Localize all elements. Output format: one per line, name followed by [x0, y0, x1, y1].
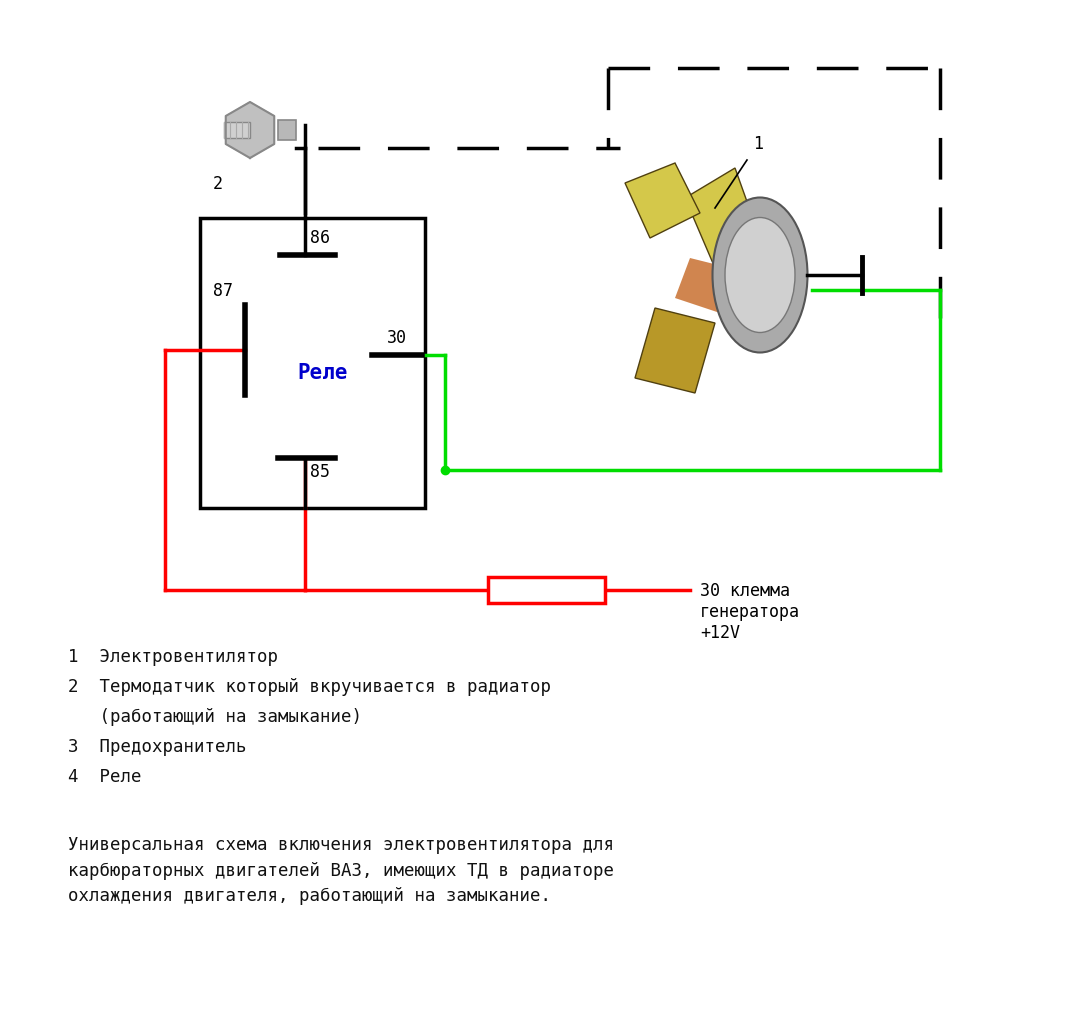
Text: 30: 30: [387, 329, 407, 347]
Text: 87: 87: [213, 282, 233, 300]
Text: 2: 2: [213, 175, 222, 193]
Bar: [278, 120, 296, 140]
Ellipse shape: [725, 218, 795, 333]
Bar: [224, 122, 249, 138]
Polygon shape: [685, 169, 760, 268]
Text: 1  Электровентилятор: 1 Электровентилятор: [68, 648, 278, 666]
Text: 4  Реле: 4 Реле: [68, 768, 141, 786]
Text: 1: 1: [753, 135, 762, 153]
Polygon shape: [675, 258, 730, 313]
Ellipse shape: [713, 198, 808, 352]
Text: 3  Предохранитель: 3 Предохранитель: [68, 738, 246, 756]
Polygon shape: [635, 308, 715, 393]
Text: 30 клемма
генератора
+12V: 30 клемма генератора +12V: [700, 582, 800, 642]
Polygon shape: [226, 102, 274, 158]
Text: 2  Термодатчик который вкручивается в радиатор: 2 Термодатчик который вкручивается в рад…: [68, 678, 551, 696]
Polygon shape: [735, 258, 795, 308]
Text: (работающий на замыкание): (работающий на замыкание): [68, 708, 362, 726]
Polygon shape: [625, 163, 700, 238]
Bar: [488, 577, 605, 603]
Text: 86: 86: [310, 229, 330, 247]
Text: 85: 85: [310, 463, 330, 481]
Text: Универсальная схема включения электровентилятора для
карбюраторных двигателей ВА: Универсальная схема включения электровен…: [68, 836, 615, 905]
Bar: [200, 218, 426, 508]
Text: Реле: Реле: [297, 363, 348, 383]
